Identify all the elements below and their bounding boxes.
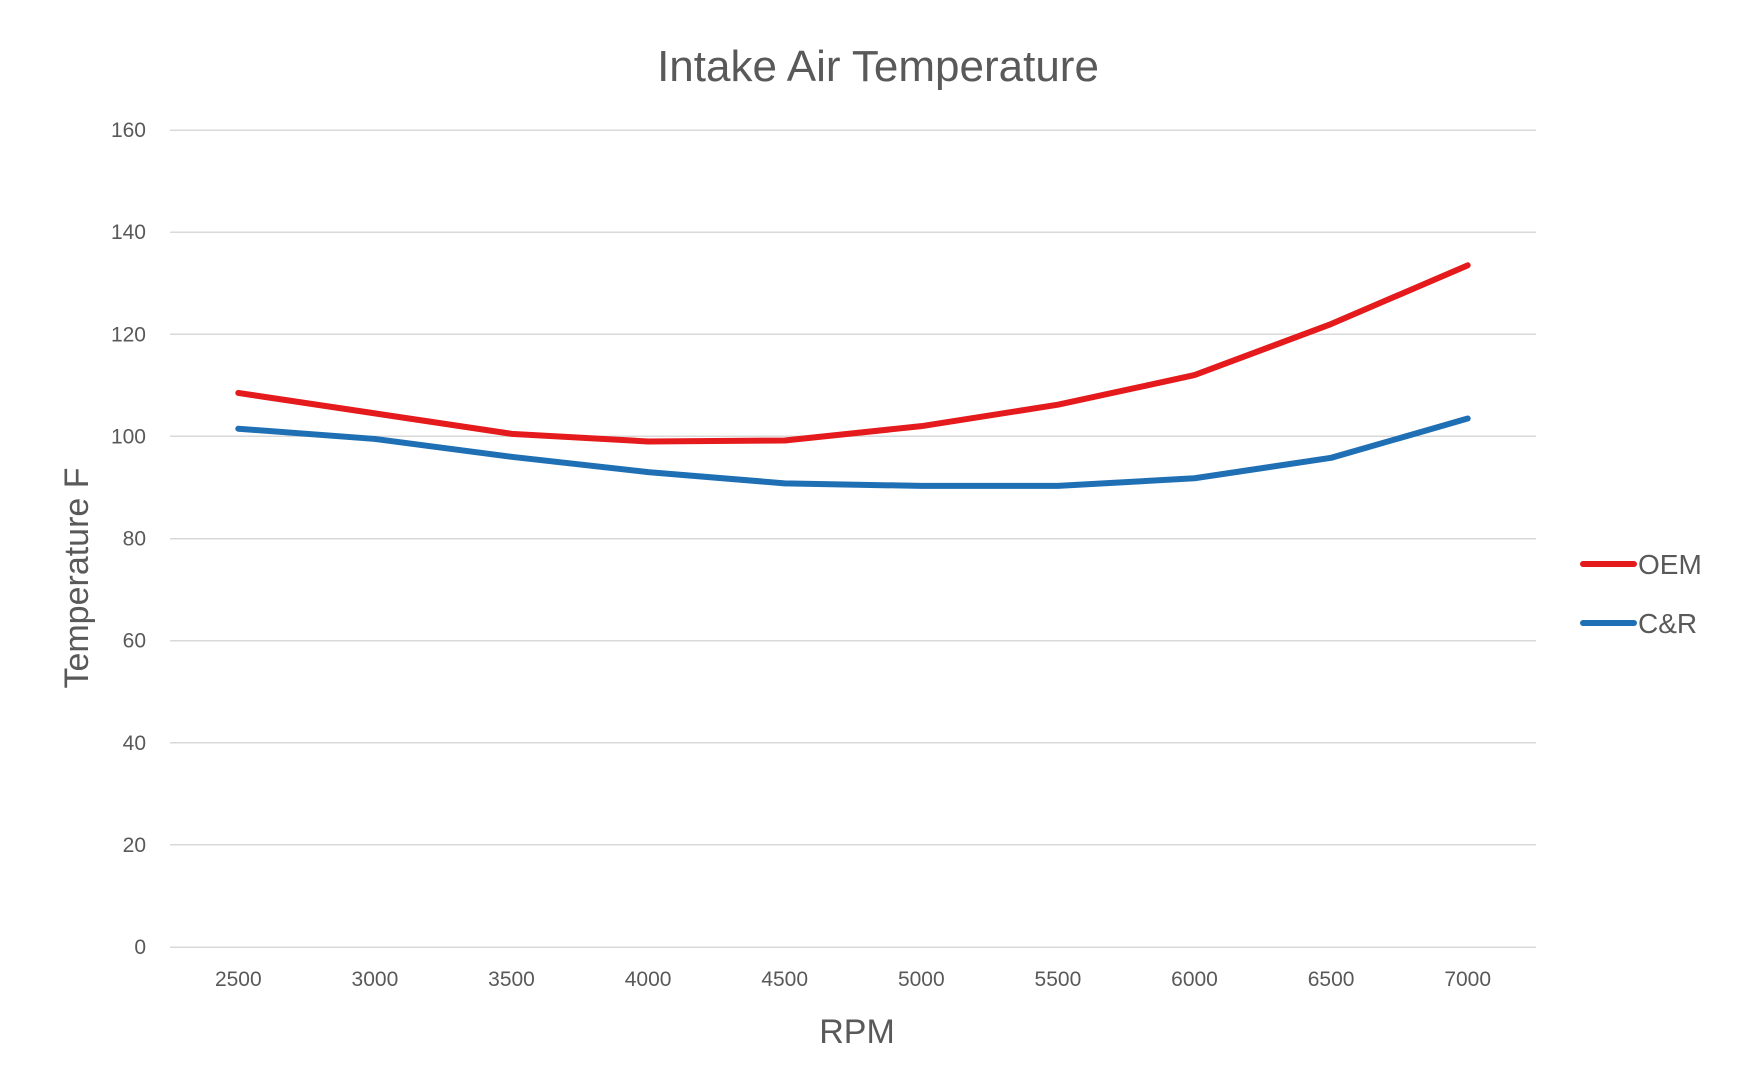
x-axis-tick-labels: 2500 3000 3500 4000 4500 5000 5500 6000 6500 7000: [215, 968, 1491, 991]
legend-label-c-r: C&R: [1638, 608, 1697, 639]
y-axis-tick-labels: 0 20 40 60 80 100 120 140 160: [111, 119, 146, 959]
y-tick-label-40: 40: [123, 732, 146, 755]
legend: OEM C&R: [1580, 549, 1702, 639]
y-tick-label-120: 120: [111, 323, 146, 346]
series-line-oem: [235, 262, 1471, 445]
gridlines: [170, 129, 1536, 948]
y-tick-label-160: 160: [111, 119, 146, 142]
x-tick-label-6000: 6000: [1171, 968, 1218, 991]
y-tick-label-80: 80: [123, 528, 146, 551]
series-lines: [235, 262, 1471, 489]
x-tick-label-5500: 5500: [1035, 968, 1082, 991]
x-tick-label-7000: 7000: [1444, 968, 1491, 991]
x-tick-label-3000: 3000: [352, 968, 399, 991]
y-tick-label-100: 100: [111, 425, 146, 448]
series-line-c-r: [235, 415, 1471, 489]
x-tick-label-2500: 2500: [215, 968, 262, 991]
y-axis-title: Temperature F: [58, 467, 96, 688]
y-tick-label-60: 60: [123, 630, 146, 653]
x-tick-label-6500: 6500: [1308, 968, 1355, 991]
y-tick-label-20: 20: [123, 834, 146, 857]
x-tick-label-4000: 4000: [625, 968, 672, 991]
chart-title: Intake Air Temperature: [657, 42, 1099, 91]
x-tick-label-5000: 5000: [898, 968, 945, 991]
x-tick-label-3500: 3500: [488, 968, 535, 991]
x-tick-label-4500: 4500: [761, 968, 808, 991]
y-tick-label-0: 0: [134, 936, 146, 959]
legend-label-oem: OEM: [1638, 549, 1702, 580]
x-axis-title: RPM: [819, 1013, 895, 1051]
y-tick-label-140: 140: [111, 221, 146, 244]
